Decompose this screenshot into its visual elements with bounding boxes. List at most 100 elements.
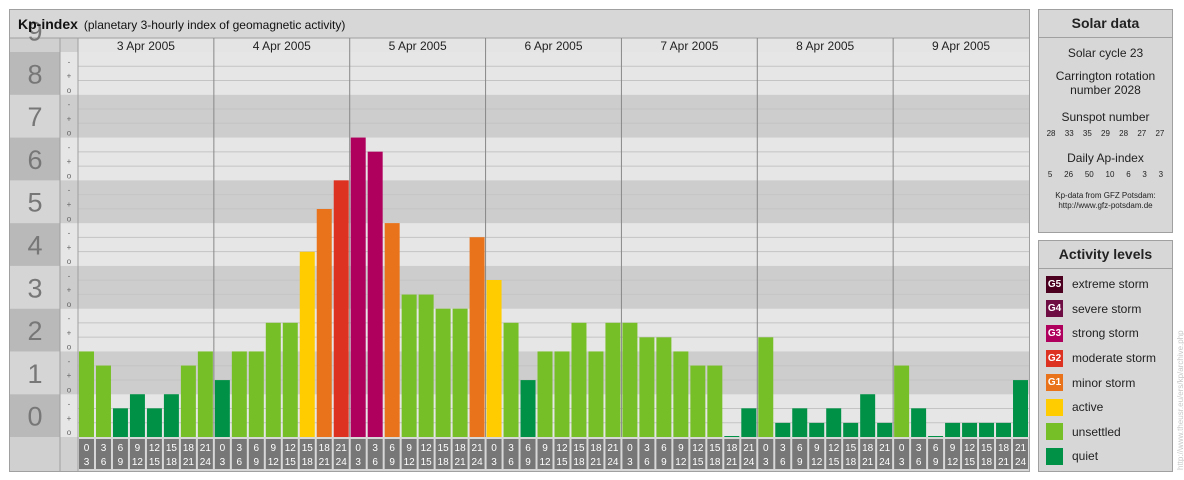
- legend-item-quiet: quiet: [1039, 444, 1172, 469]
- interval-cell: [894, 439, 910, 469]
- interval-cell: [469, 439, 485, 469]
- y-band-label-6: [10, 137, 60, 181]
- ap-label: Daily Ap-index: [1067, 151, 1144, 165]
- interval-end-label: 3: [355, 457, 361, 468]
- kp-bar-d2-i1: [367, 151, 383, 437]
- interval-cell: [860, 439, 876, 469]
- interval-end-label: 12: [811, 457, 823, 468]
- source-link[interactable]: http://www.gfz-potsdam.de: [1058, 201, 1153, 210]
- interval-cell: [146, 439, 162, 469]
- y-tick-label-4: 4: [27, 231, 42, 261]
- interval-start-label: 0: [763, 443, 769, 454]
- interval-cell: [656, 439, 672, 469]
- kp-bar-d0-i6: [180, 365, 196, 437]
- interval-end-label: 15: [828, 457, 840, 468]
- interval-start-label: 3: [372, 443, 378, 454]
- chart-header: Kp-index (planetary 3-hourly index of geo…: [18, 16, 345, 32]
- minor-tick-symbol: -: [68, 186, 71, 195]
- legend-swatch: G1: [1046, 374, 1063, 392]
- minor-tick-symbol: -: [68, 57, 71, 66]
- sunspot-number-5: 27: [1137, 129, 1147, 138]
- kp-bar-d3-i7: [605, 322, 621, 437]
- interval-end-label: 15: [285, 457, 297, 468]
- day-label-1: 4 Apr 2005: [253, 39, 311, 53]
- minor-tick-symbol: +: [67, 200, 72, 209]
- interval-cell: [792, 439, 808, 469]
- legend-item-extreme-storm: G5 extreme storm: [1039, 272, 1172, 297]
- minor-tick-symbol: +: [67, 414, 72, 423]
- interval-start-label: 18: [998, 443, 1010, 454]
- kp-bar-d5-i7: [877, 422, 893, 437]
- interval-start-label: 15: [573, 443, 585, 454]
- kp-bar-d0-i3: [129, 394, 145, 437]
- kp-bar-d3-i3: [537, 351, 553, 437]
- minor-tick-symbol: +: [67, 114, 72, 123]
- day-label-6: 9 Apr 2005: [932, 39, 990, 53]
- interval-end-label: 21: [726, 457, 738, 468]
- interval-start-label: 18: [319, 443, 331, 454]
- interval-cell: [826, 439, 842, 469]
- interval-start-label: 21: [743, 443, 755, 454]
- interval-cell: [197, 439, 213, 469]
- interval-cell: [571, 439, 587, 469]
- interval-end-label: 18: [302, 457, 314, 468]
- y-band-3: [60, 265, 1029, 309]
- interval-start-label: 15: [166, 443, 178, 454]
- minor-tick-symbol: -: [68, 400, 71, 409]
- interval-start-label: 12: [828, 443, 840, 454]
- interval-cell: [350, 439, 366, 469]
- interval-end-label: 12: [539, 457, 551, 468]
- interval-cell: [996, 439, 1012, 469]
- y-tick-label-2: 2: [27, 316, 42, 346]
- interval-start-label: 15: [709, 443, 721, 454]
- minor-tick-symbol: o: [67, 343, 72, 352]
- interval-cell: [911, 439, 927, 469]
- legend-item-moderate-storm: G2 moderate storm: [1039, 346, 1172, 371]
- interval-cell: [809, 439, 825, 469]
- interval-end-label: 6: [780, 457, 786, 468]
- kp-bar-d6-i3: [945, 422, 961, 437]
- minor-tick-symbol: o: [67, 129, 72, 138]
- interval-end-label: 24: [200, 457, 212, 468]
- y-tick-label-1: 1: [27, 359, 42, 389]
- kp-bar-d5-i4: [826, 408, 842, 437]
- interval-end-label: 15: [964, 457, 976, 468]
- interval-start-label: 0: [899, 443, 905, 454]
- interval-end-label: 3: [84, 457, 90, 468]
- kp-bar-d2-i3: [401, 294, 417, 437]
- interval-start-label: 6: [118, 443, 124, 454]
- y-band-7: [60, 94, 1029, 138]
- kp-bar-d2-i4: [418, 294, 434, 437]
- interval-cell: [724, 439, 740, 469]
- interval-start-label: 21: [607, 443, 619, 454]
- legend-title: Activity levels: [1039, 241, 1172, 269]
- interval-end-label: 3: [627, 457, 633, 468]
- solar-data-title: Solar data: [1039, 10, 1172, 38]
- minor-tick-symbol: +: [67, 72, 72, 81]
- solar-cycle: Solar cycle 23: [1067, 46, 1144, 60]
- source-line-1: Kp-data from GFZ Potsdam:: [1055, 191, 1156, 200]
- y-band-label-1: [10, 351, 60, 395]
- kp-bar-d3-i0: [486, 280, 502, 437]
- legend-swatch: [1046, 447, 1063, 465]
- solar-data-panel: Solar data Solar cycle 23 Carrington rot…: [1038, 9, 1173, 233]
- interval-start-label: 12: [692, 443, 704, 454]
- kp-bar-d1-i5: [299, 251, 315, 437]
- interval-end-label: 9: [525, 457, 531, 468]
- interval-end-label: 24: [472, 457, 484, 468]
- interval-end-label: 3: [220, 457, 226, 468]
- chart-title: Kp-index: [18, 16, 78, 32]
- kp-bar-d0-i1: [95, 365, 111, 437]
- kp-bar-d4-i4: [690, 365, 706, 437]
- interval-cell: [79, 439, 94, 469]
- interval-start-label: 15: [845, 443, 857, 454]
- interval-start-label: 21: [200, 443, 212, 454]
- interval-cell: [452, 439, 468, 469]
- interval-cell: [639, 439, 655, 469]
- interval-end-label: 3: [491, 457, 497, 468]
- y-tick-label-8: 8: [27, 59, 42, 89]
- interval-end-label: 24: [336, 457, 348, 468]
- legend-label: severe storm: [1072, 301, 1142, 316]
- day-label-0: 3 Apr 2005: [117, 39, 175, 53]
- minor-tick-symbol: o: [67, 257, 72, 266]
